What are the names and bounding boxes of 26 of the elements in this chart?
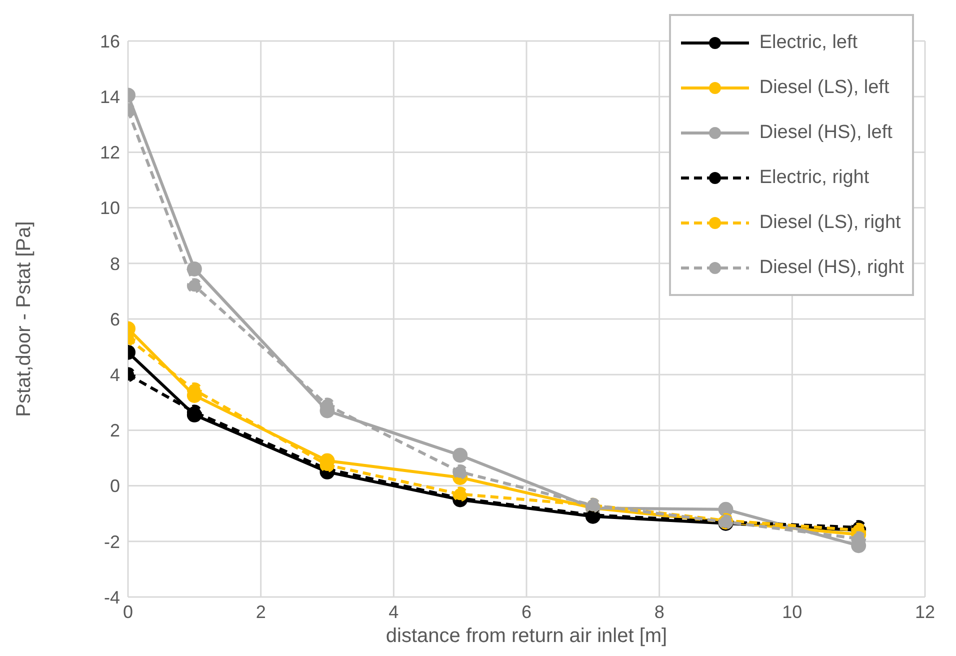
y-tick-label: 2 <box>110 420 120 441</box>
legend-label: Diesel (LS), left <box>759 76 890 98</box>
x-tick-label: 2 <box>256 602 266 622</box>
x-tick-label: 10 <box>782 602 802 622</box>
x-tick-label: 6 <box>521 602 532 622</box>
y-tick-label: 6 <box>110 309 120 330</box>
y-tick-label: -4 <box>104 587 120 608</box>
x-tick-label: 0 <box>122 602 134 622</box>
x-tick-label: 12 <box>914 602 936 622</box>
y-tick-label: 14 <box>100 86 120 107</box>
x-tick-label: 8 <box>654 602 664 622</box>
y-tick-label: 16 <box>100 31 120 52</box>
x-axis-title: distance from return air inlet [m] <box>386 625 668 647</box>
legend-label: Electric, right <box>759 166 870 188</box>
legend-label: Electric, left <box>759 32 858 54</box>
y-axis-title: Pstat,door - Pstat [Pa] <box>13 221 36 417</box>
y-tick-label: -2 <box>104 532 120 552</box>
legend-label: Diesel (HS), left <box>759 122 892 144</box>
y-tick-label: 12 <box>100 142 120 163</box>
x-tick-label: 4 <box>388 602 399 622</box>
legend-label: Diesel (LS), right <box>759 212 901 234</box>
y-tick-label: 8 <box>110 254 120 274</box>
y-tick-label: 0 <box>110 476 120 496</box>
legend-label: Diesel (HS), right <box>759 256 904 278</box>
y-tick-label: 4 <box>110 364 120 385</box>
y-tick-label: 10 <box>100 198 120 218</box>
